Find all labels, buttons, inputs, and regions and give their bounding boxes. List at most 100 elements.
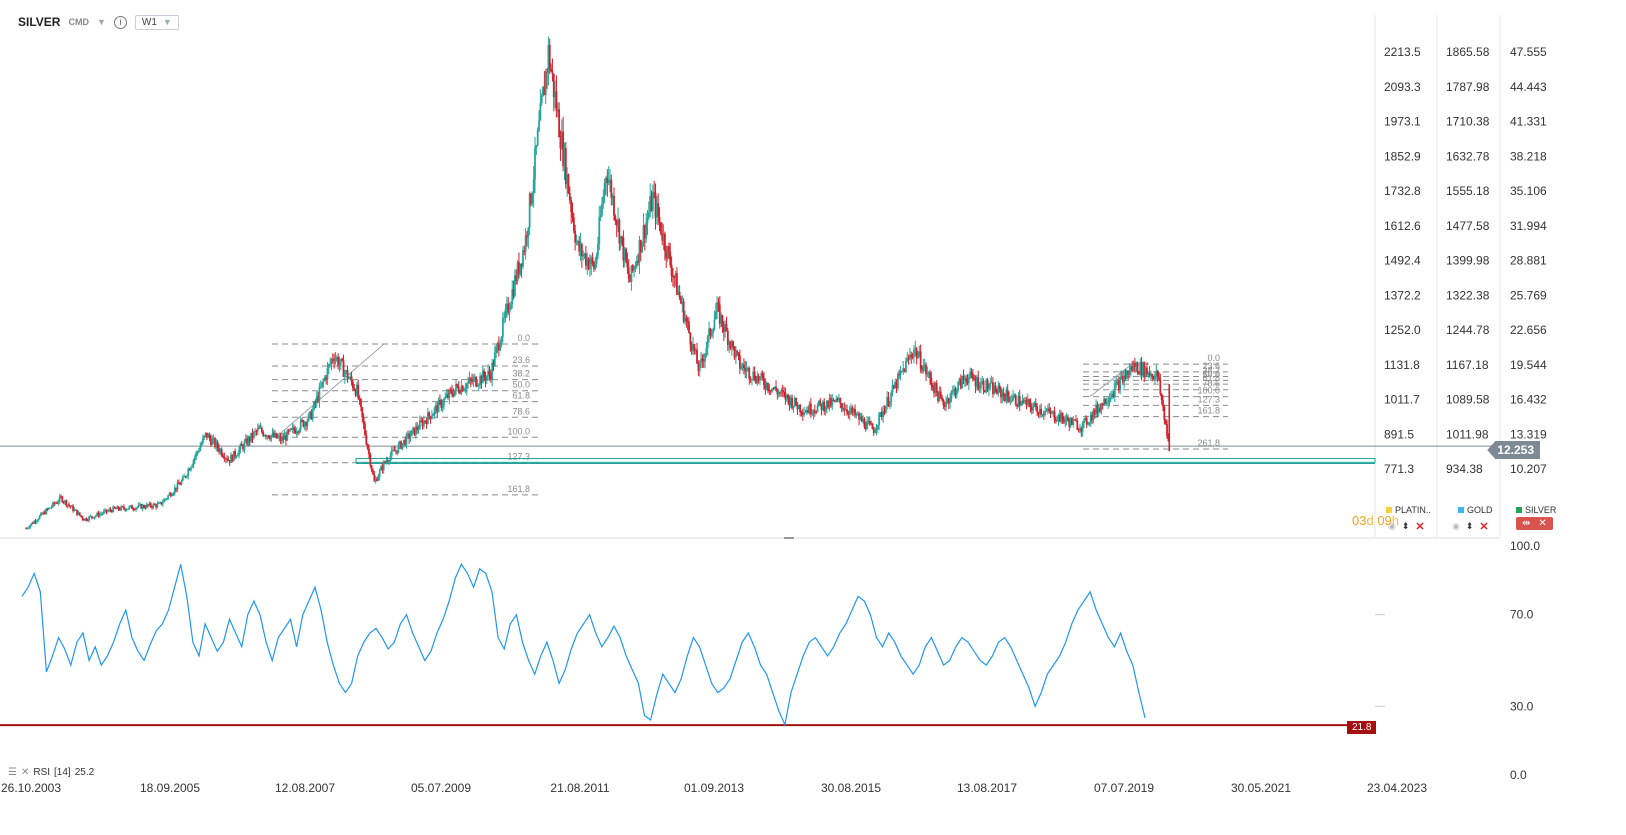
legend-gold[interactable]: GOLD [1458,505,1493,515]
candle-body [1064,419,1067,423]
candle-body [314,401,317,404]
timeframe-select[interactable]: W1 ▼ [134,14,179,30]
candle-body [327,364,330,368]
candle-body [749,378,752,380]
candle-body [781,390,784,392]
candle-body [1026,399,1029,406]
price-tick-label: 2093.3 [1384,80,1421,94]
candle-body [105,509,108,512]
candle-body [918,351,921,357]
price-tick-label: 1710.38 [1446,115,1490,129]
candle-body [832,399,835,401]
candle-body [369,454,372,466]
candle-body [894,381,897,389]
price-tick-label: 2213.5 [1384,45,1421,59]
symbol-dropdown-icon[interactable]: ▼ [96,17,106,27]
candle-body [1071,418,1073,425]
candle-body [431,416,433,419]
candle-body [1083,419,1085,423]
close-icon[interactable]: ✕ [1479,521,1489,533]
candle-body [433,408,436,415]
candle-body [90,516,93,518]
price-tick-label: 35.106 [1510,184,1547,198]
candle-body [808,403,811,413]
candle-body [376,478,378,481]
price-tick-label: 771.3 [1384,462,1414,476]
info-icon[interactable]: i [113,15,127,29]
candle-body [589,264,591,270]
candle-body [967,377,970,384]
close-icon[interactable]: ✕ [1538,518,1547,529]
candle-body [153,504,156,506]
candle-body [277,437,279,439]
candle-body [452,394,455,396]
legend-platinum[interactable]: PLATIN.. [1386,505,1431,515]
candle-body [827,400,830,408]
symbol-label[interactable]: SILVER [18,15,61,29]
legend-silver[interactable]: SILVER [1516,505,1556,515]
candle-body [483,371,486,378]
candle-body [1124,375,1127,379]
candle-body [1038,408,1041,415]
candle-body [812,410,815,414]
eye-icon[interactable]: ◉ [1388,521,1396,531]
candle-body [645,222,648,239]
candle-body [326,367,329,380]
candle-body [516,262,519,282]
candle-body [791,397,794,409]
close-icon[interactable]: ✕ [20,767,30,778]
candle-body [851,407,854,413]
candle-body [479,376,482,385]
candle-body [631,265,634,271]
candle-body [337,357,340,367]
candle-body [104,509,107,512]
sort-icon[interactable]: ⬍ [1465,521,1474,531]
close-icon[interactable]: ✕ [1415,521,1425,533]
candle-body [1002,392,1005,396]
candle-body [559,137,562,149]
time-tick-label: 07.07.2019 [1094,781,1154,795]
candle-body [1155,370,1158,375]
candle-body [813,410,816,412]
candle-body [637,260,640,264]
candle-body [1142,362,1144,376]
candle-body [651,192,654,211]
candle-body [307,413,310,421]
candle-body [120,506,123,511]
candle-body [163,499,166,503]
candle-body [40,513,42,516]
candle-body [745,368,748,372]
split-icon[interactable]: ⇹ [1522,518,1531,529]
candle-body [712,329,715,333]
candle-body [136,506,139,508]
candle-body [1158,376,1160,380]
price-tick-label: 47.555 [1510,45,1547,59]
candle-body [356,384,358,396]
eye-icon[interactable]: ◉ [1452,521,1460,531]
candle-body [934,382,937,394]
candle-body [132,508,135,510]
fib-right-level-label: 23.6 [1202,361,1220,371]
candle-body [552,73,555,97]
candle-body [1063,418,1065,423]
candle-body [283,435,286,440]
silver-controls[interactable]: ⇹ ✕ [1516,517,1553,530]
silver-swatch [1516,507,1522,513]
candle-body [31,522,34,524]
candle-body [342,360,345,377]
candle-body [210,438,212,445]
price-tick-label: 1477.58 [1446,219,1490,233]
candle-body [1163,406,1166,421]
candle-body [780,390,783,393]
candle-body [1111,393,1114,398]
candle-body [621,236,623,238]
candle-body [733,346,736,358]
candle-body [179,484,182,486]
candle-body [548,44,551,69]
sort-icon[interactable]: ⬍ [1401,521,1410,531]
candle-body [753,371,756,380]
panel-resize-handle [784,537,794,539]
settings-icon[interactable]: ☰ [8,767,17,778]
candle-body [1147,373,1150,375]
